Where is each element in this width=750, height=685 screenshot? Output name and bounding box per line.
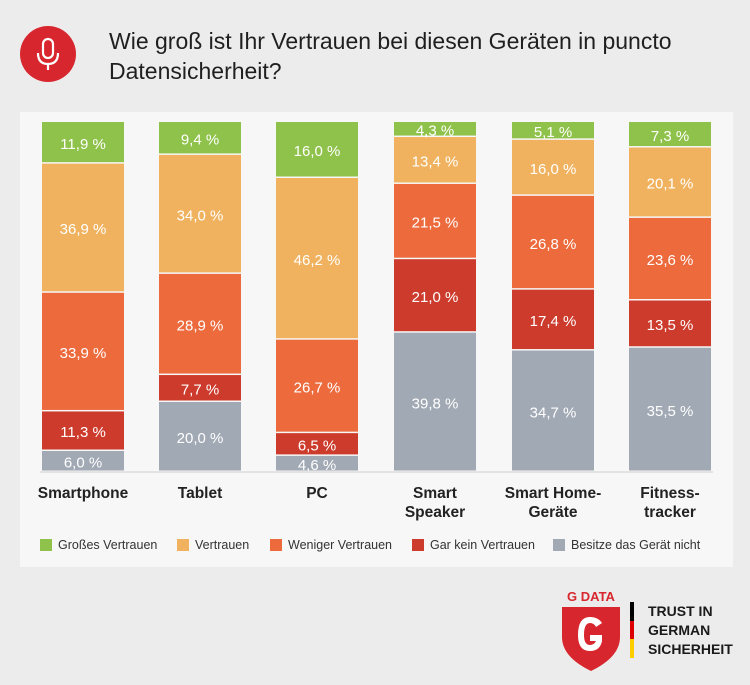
bar-segment: [42, 451, 124, 471]
data-label: 46,2 %: [294, 252, 341, 269]
legend-label: Vertrauen: [195, 538, 250, 552]
bar-segment: [512, 139, 594, 195]
data-label: 17,4 %: [530, 313, 577, 330]
bar-segment: [629, 122, 711, 147]
bar-segment: [276, 178, 358, 339]
microphone-icon: [20, 26, 76, 82]
data-label: 20,0 %: [177, 430, 224, 447]
data-label: 11,3 %: [60, 424, 106, 441]
bar-segment: [276, 339, 358, 432]
bar-segment: [512, 195, 594, 289]
bar-segment: [512, 350, 594, 471]
bar-segment: [629, 147, 711, 217]
category-label: Tablet: [178, 485, 223, 502]
logo-text: G DATA: [567, 589, 616, 604]
data-label: 34,7 %: [530, 404, 577, 421]
legend-swatch: [177, 539, 189, 551]
category-label: Smart: [413, 485, 457, 502]
data-label: 4,6 %: [298, 457, 336, 474]
category-label: Smartphone: [38, 485, 129, 502]
data-label: 7,7 %: [181, 382, 219, 399]
data-label: 6,0 %: [64, 455, 102, 472]
bar-segment: [512, 289, 594, 350]
tagline-line: SICHERHEIT: [648, 641, 733, 657]
stacked-bar-chart: 6,0 % 11,3 % 33,9 % 36,9 % 11,9 % Smartphone 2…: [38, 122, 713, 521]
data-label: 4,3 %: [416, 123, 454, 140]
data-label: 21,0 %: [412, 289, 459, 306]
bar-segment: [276, 433, 358, 455]
bar-segment: [394, 259, 476, 332]
data-label: 36,9 %: [60, 221, 107, 238]
data-label: 20,1 %: [647, 176, 694, 193]
legend-swatch: [40, 539, 52, 551]
bar-segment: [159, 122, 241, 154]
bar-segment: [42, 292, 124, 410]
bar-segment: [629, 300, 711, 347]
bar-segment: [42, 163, 124, 292]
bar-segment: [159, 273, 241, 374]
gdata-logo: G DATA: [556, 585, 736, 675]
category-label: tracker: [644, 504, 696, 521]
bar-segment: [42, 122, 124, 163]
bar-segment: [159, 375, 241, 401]
legend-label: Großes Vertrauen: [58, 538, 158, 552]
chart-header: Wie groß ist Ihr Vertrauen bei diesen Ge…: [0, 0, 750, 105]
data-label: 33,9 %: [60, 345, 107, 362]
category-label: Fitness-: [640, 485, 699, 502]
tagline-line: GERMAN: [648, 622, 711, 638]
data-label: 11,9 %: [60, 136, 106, 153]
bar-segment: [394, 332, 476, 471]
bar-segment: [512, 122, 594, 139]
data-label: 28,9 %: [177, 317, 224, 334]
data-label: 7,3 %: [651, 128, 689, 145]
bar-segment: [276, 455, 358, 471]
legend-swatch: [412, 539, 424, 551]
category-label: Speaker: [405, 504, 465, 521]
data-label: 35,5 %: [647, 403, 694, 420]
chart-panel: 6,0 % 11,3 % 33,9 % 36,9 % 11,9 % Smartphone 2…: [20, 112, 733, 567]
data-label: 26,7 %: [294, 379, 341, 396]
bar-segment: [629, 217, 711, 299]
bar-segment: [159, 402, 241, 471]
legend-swatch: [270, 539, 282, 551]
data-label: 16,0 %: [294, 143, 341, 160]
bar-segment: [276, 122, 358, 177]
bar-segment: [159, 154, 241, 273]
bar-segment: [42, 411, 124, 450]
category-label: Smart Home-: [505, 485, 601, 502]
legend-label: Weniger Vertrauen: [288, 538, 392, 552]
data-label: 23,6 %: [647, 252, 694, 269]
legend-label: Gar kein Vertrauen: [430, 538, 535, 552]
category-label: Geräte: [528, 504, 577, 521]
tagline-line: TRUST IN: [648, 603, 713, 619]
german-flag-bar: [630, 602, 634, 658]
data-label: 13,4 %: [412, 154, 459, 171]
legend-swatch: [553, 539, 565, 551]
data-label: 34,0 %: [177, 207, 224, 224]
data-label: 39,8 %: [412, 395, 459, 412]
bar-segment: [629, 347, 711, 471]
chart-title: Wie groß ist Ihr Vertrauen bei diesen Ge…: [109, 28, 672, 84]
bar-segment: [394, 122, 476, 136]
bar-segment: [394, 137, 476, 183]
bar-segment: [394, 183, 476, 258]
brand-tagline: TRUST IN GERMAN SICHERHEIT: [648, 602, 733, 659]
data-label: 5,1 %: [534, 124, 572, 141]
data-label: 13,5 %: [647, 317, 694, 334]
category-label: PC: [306, 485, 328, 502]
chart-legend: Großes Vertrauen Vertrauen Weniger Vertrau…: [20, 533, 733, 559]
data-label: 21,5 %: [412, 215, 459, 232]
data-label: 26,8 %: [530, 236, 577, 253]
data-label: 9,4 %: [181, 131, 219, 148]
data-label: 6,5 %: [298, 438, 336, 455]
data-label: 16,0 %: [530, 161, 577, 178]
legend-label: Besitze das Gerät nicht: [571, 538, 701, 552]
